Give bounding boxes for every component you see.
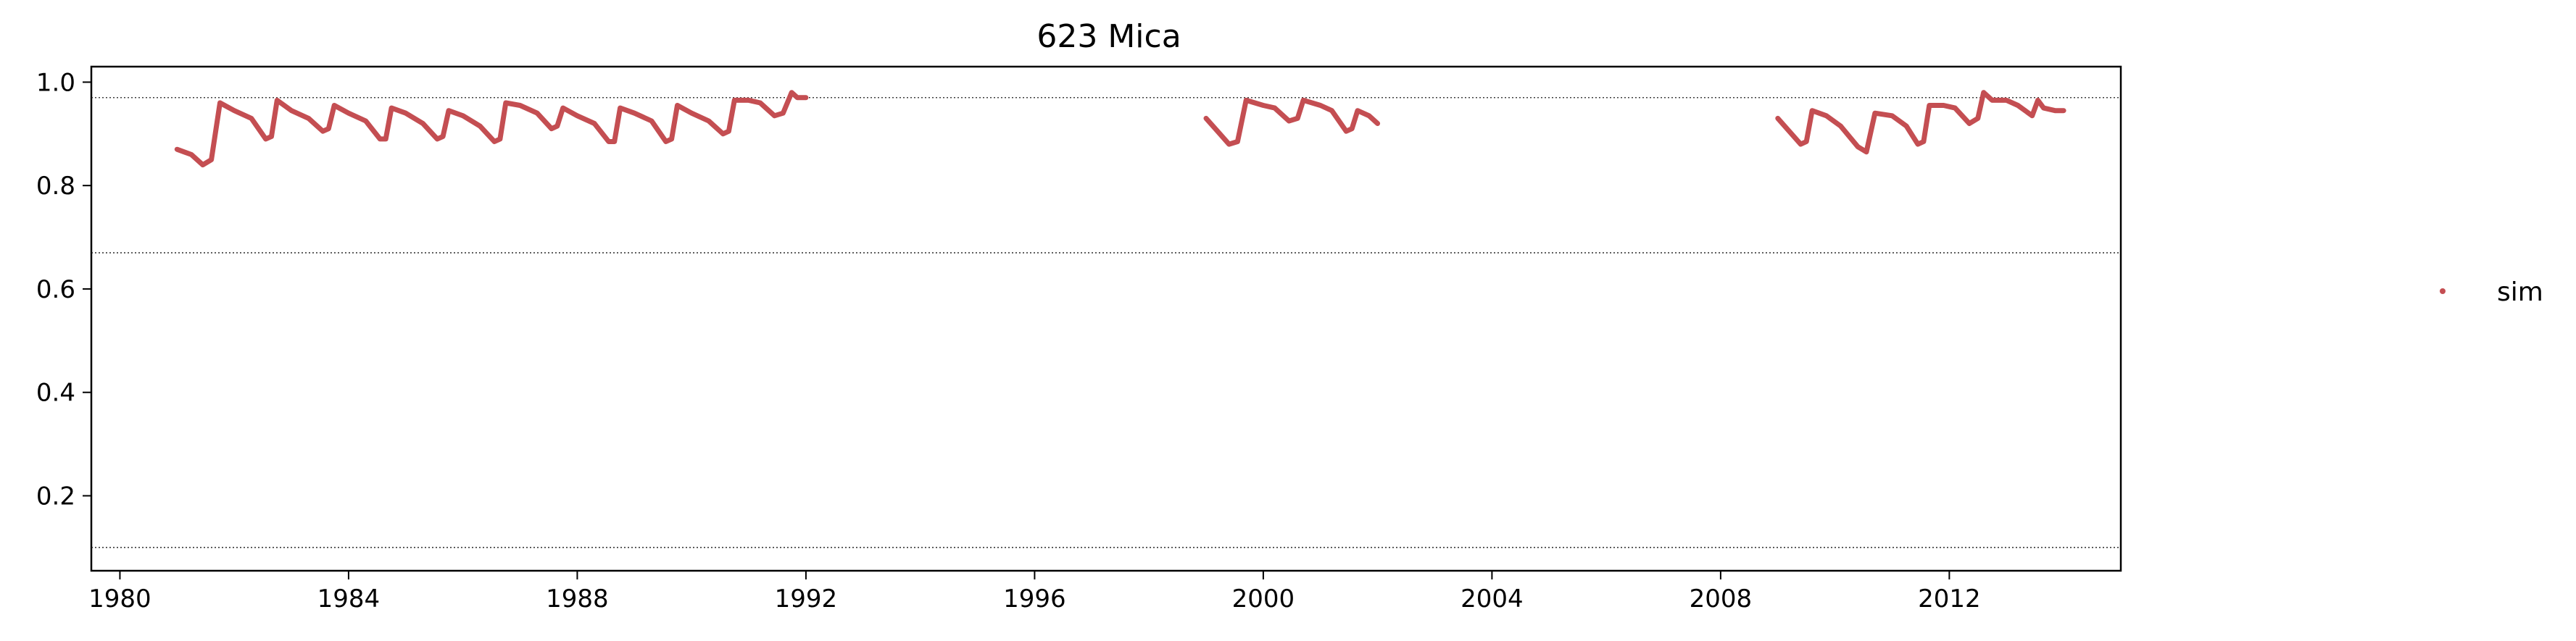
legend-label-sim: sim — [2497, 277, 2543, 307]
legend: sim — [2440, 277, 2543, 307]
legend-marker-sim — [2440, 288, 2446, 294]
x-tick-label-1988: 1988 — [546, 585, 609, 613]
x-tick-label-2004: 2004 — [1461, 585, 1524, 613]
series-layer — [174, 90, 2066, 168]
x-tick-label-1980: 1980 — [88, 585, 151, 613]
x-tick-label-2008: 2008 — [1690, 585, 1753, 613]
y-tick-label-0: 0.2 — [36, 482, 75, 511]
y-tick-label-1: 0.4 — [36, 379, 75, 408]
reference-lines — [91, 97, 2121, 548]
y-axis: 0.2 0.4 0.6 0.8 1.0 — [36, 68, 91, 511]
series-sim-segment-2 — [1775, 90, 2066, 155]
y-tick-label-4: 1.0 — [36, 68, 75, 97]
x-tick-label-1992: 1992 — [775, 585, 838, 613]
x-tick-label-1984: 1984 — [317, 585, 381, 613]
y-tick-label-2: 0.6 — [36, 275, 75, 304]
series-sim-segment-1 — [1203, 97, 1381, 147]
series-sim-segment-0 — [174, 90, 809, 168]
x-tick-label-1996: 1996 — [1003, 585, 1066, 613]
chart-title: 623 Mica — [1036, 18, 1181, 55]
x-axis: 1980 1984 1988 1992 1996 2000 2004 2008 2012 — [88, 571, 1981, 613]
x-tick-label-2000: 2000 — [1232, 585, 1295, 613]
x-tick-label-2012: 2012 — [1918, 585, 1981, 613]
plot-area-frame — [90, 65, 2122, 572]
y-tick-label-3: 0.8 — [36, 172, 75, 201]
